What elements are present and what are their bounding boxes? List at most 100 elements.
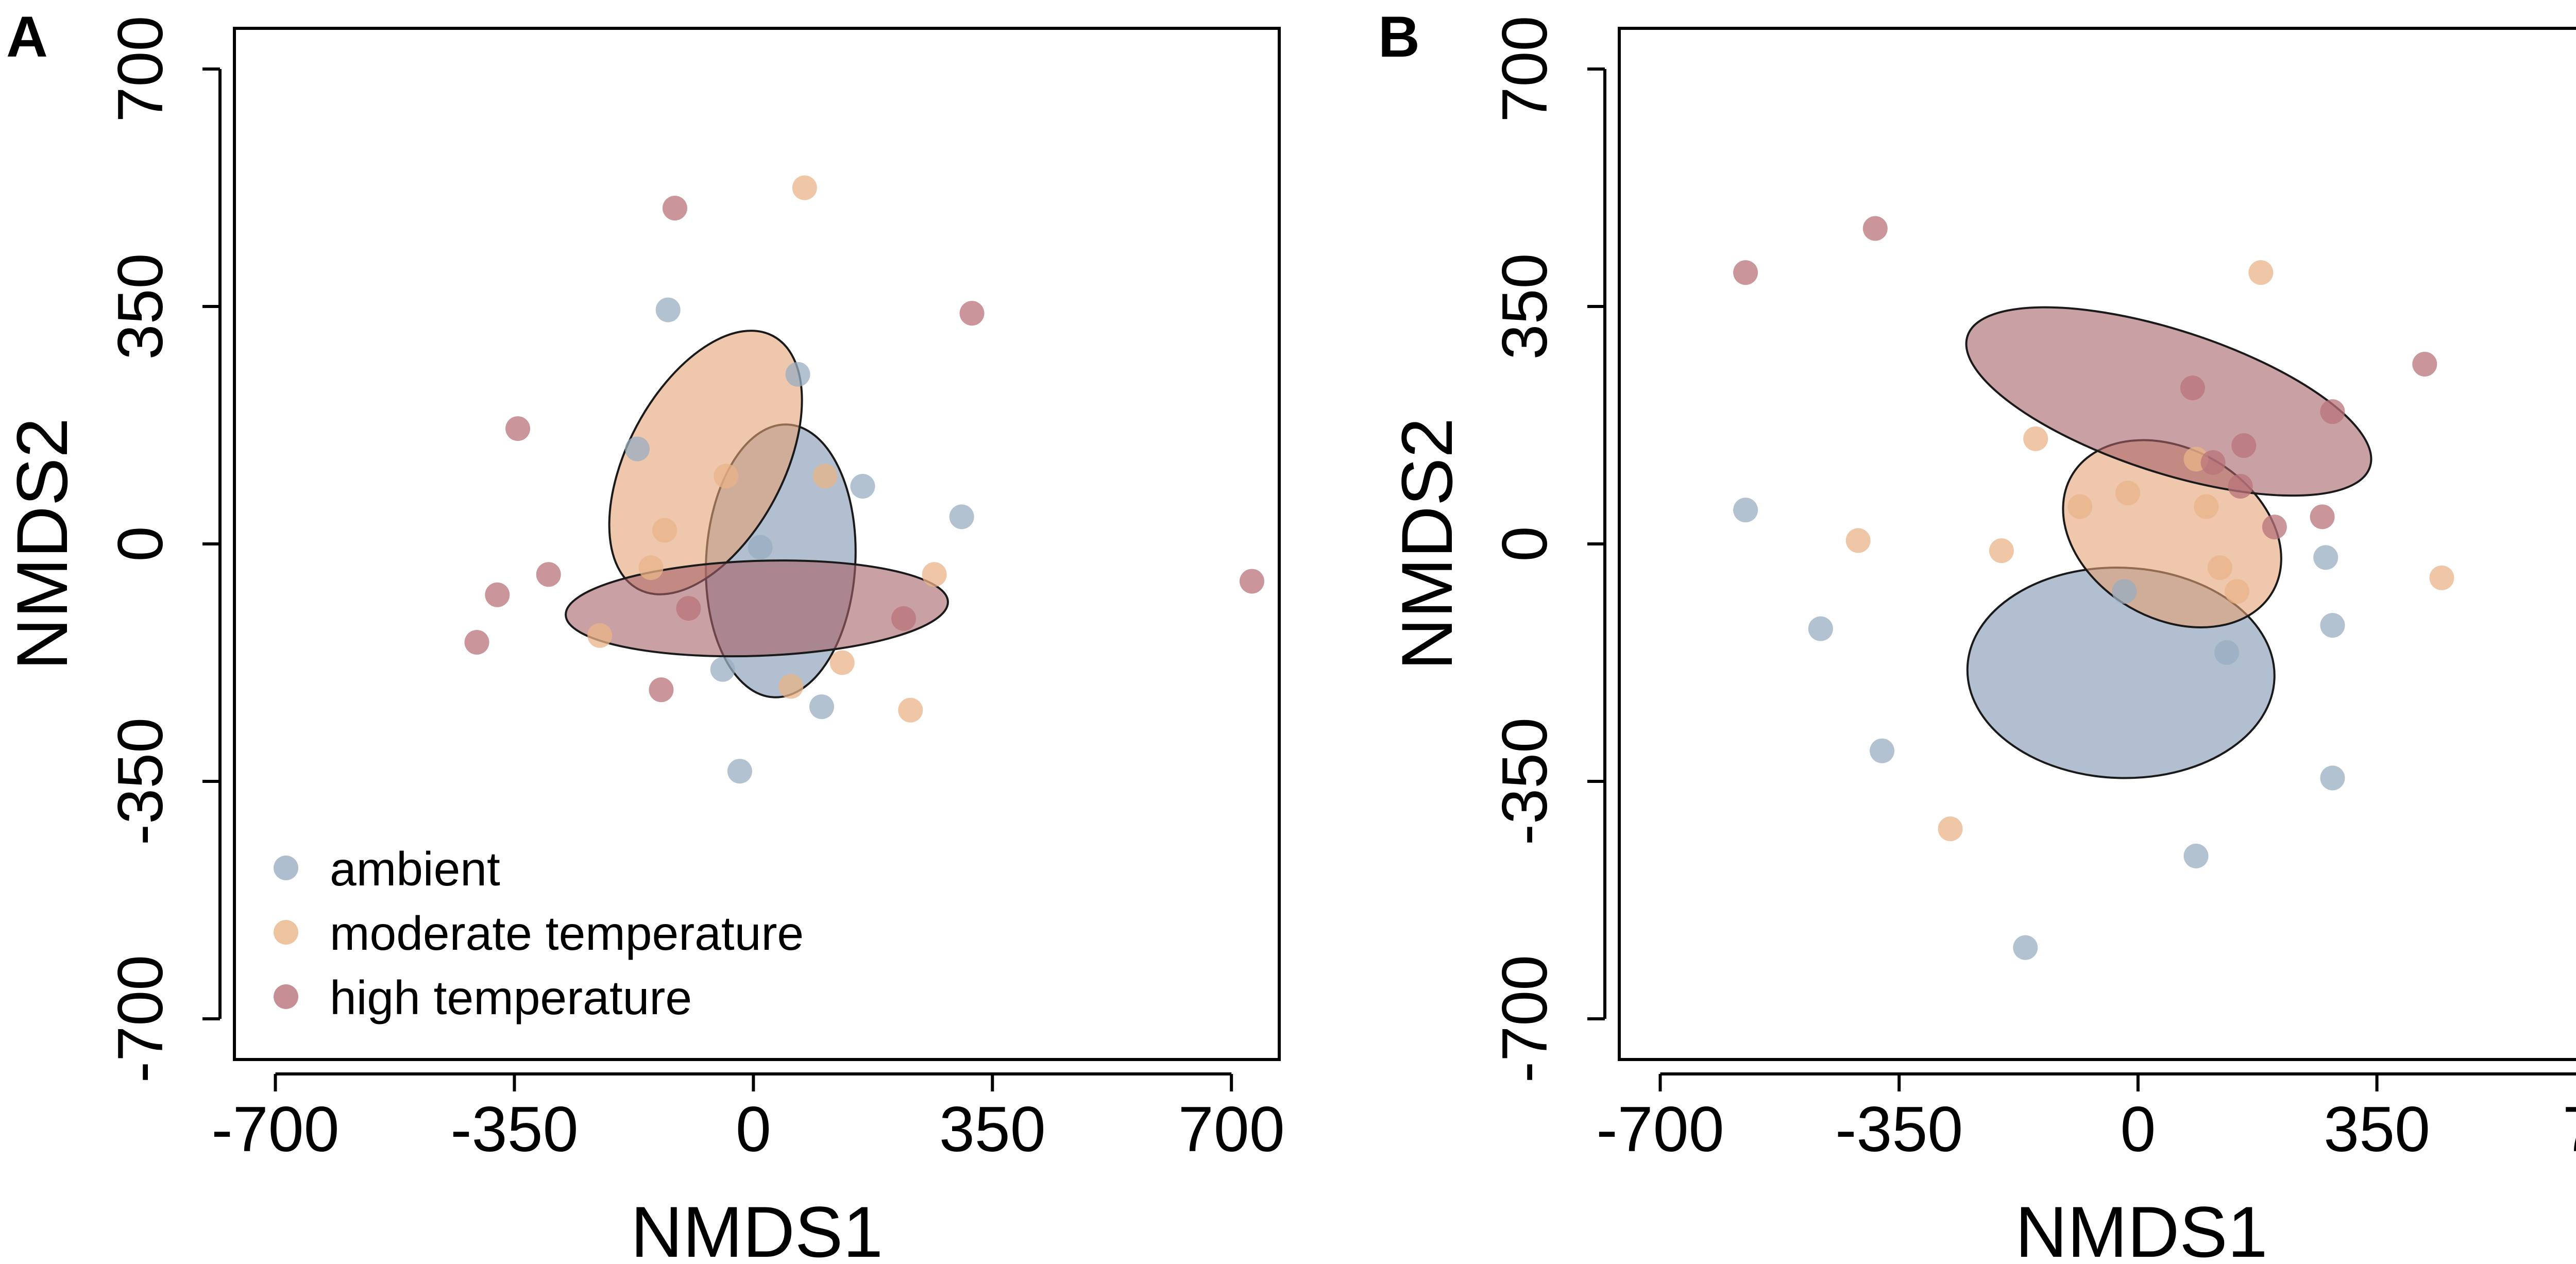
point-moderate-temperature (1938, 816, 1963, 842)
point-high-temperature (464, 629, 489, 655)
legend-label: high temperature (330, 971, 692, 1024)
point-moderate-temperature (778, 674, 804, 699)
point-moderate-temperature (2248, 260, 2274, 285)
point-moderate-temperature (714, 464, 739, 489)
point-ambient (1733, 498, 1758, 523)
x-tick-label: 350 (939, 1094, 1046, 1165)
point-ambient (850, 474, 875, 499)
point-ambient (655, 297, 681, 322)
point-ambient (949, 504, 974, 529)
point-moderate-temperature (829, 650, 855, 675)
point-moderate-temperature (2067, 494, 2093, 519)
panel-label: A (6, 5, 48, 69)
point-high-temperature (2310, 504, 2335, 529)
point-ambient (785, 362, 810, 387)
y-tick-label: -350 (105, 718, 176, 845)
y-tick-label: 350 (1489, 253, 1561, 360)
legend-label: ambient (330, 842, 500, 896)
legend-marker (274, 984, 298, 1009)
point-moderate-temperature (922, 562, 947, 587)
x-tick-label: -350 (1835, 1094, 1963, 1165)
x-tick-label: 0 (2120, 1094, 2156, 1165)
panel-a: -700 -350 0 350 700 -700 -350 0 350 700 NMDS1 NMDS2… (2, 5, 1285, 1264)
point-moderate-temperature (1989, 538, 2014, 563)
point-moderate-temperature (587, 623, 613, 648)
point-ambient (2013, 935, 2038, 960)
point-high-temperature (662, 196, 687, 221)
plot-frame (1618, 27, 2576, 1061)
point-moderate-temperature (898, 697, 923, 723)
point-high-temperature (2262, 515, 2287, 540)
point-high-temperature (485, 582, 510, 607)
point-moderate-temperature (2194, 494, 2219, 519)
x-tick-label: 700 (2563, 1094, 2576, 1165)
legend-label: moderate temperature (330, 907, 804, 960)
x-axis-title: NMDS1 (2015, 1191, 2267, 1264)
point-ambient (2183, 843, 2209, 868)
panel-b: -700 -350 0 350 700 -700 -350 0 350 700 NMDS1 NMDS2… (1378, 5, 2576, 1264)
point-moderate-temperature (812, 464, 838, 489)
point-ambient (1808, 616, 1833, 641)
y-tick-label: 350 (105, 253, 176, 360)
plot-frame (233, 27, 1281, 1061)
point-moderate-temperature (638, 555, 664, 580)
x-tick-label: -700 (1596, 1094, 1724, 1165)
point-ambient (2320, 765, 2345, 791)
y-axis-title: NMDS2 (2, 418, 82, 670)
y-tick-label: 0 (1489, 526, 1561, 562)
point-high-temperature (2228, 474, 2253, 499)
point-high-temperature (676, 596, 701, 621)
point-high-temperature (536, 562, 561, 587)
point-moderate-temperature (1845, 528, 1871, 553)
legend-marker (274, 856, 298, 880)
point-moderate-temperature (792, 175, 817, 200)
point-high-temperature (1239, 569, 1264, 594)
point-high-temperature (649, 677, 674, 703)
point-ambient (2214, 640, 2240, 665)
x-tick-label: -700 (211, 1094, 339, 1165)
point-moderate-temperature (2115, 481, 2141, 506)
point-moderate-temperature (652, 518, 677, 543)
point-ambient (710, 657, 735, 682)
x-tick-label: 0 (736, 1094, 771, 1165)
point-high-temperature (1862, 216, 1888, 241)
point-moderate-temperature (2207, 555, 2232, 580)
point-high-temperature (891, 606, 916, 631)
point-ambient (1870, 738, 1895, 763)
y-tick-label: -350 (1489, 718, 1561, 845)
point-high-temperature (2231, 433, 2257, 458)
point-moderate-temperature (2224, 579, 2249, 604)
y-axis-title: NMDS2 (1386, 418, 1467, 670)
legend-marker (274, 920, 298, 945)
point-ambient (625, 436, 650, 462)
point-ambient (809, 694, 834, 720)
point-ambient (2320, 613, 2345, 638)
point-ambient (727, 759, 752, 784)
y-tick-label: 700 (1489, 16, 1561, 123)
panel-label: B (1378, 5, 1420, 69)
x-tick-label: 350 (2324, 1094, 2430, 1165)
point-moderate-temperature (2023, 426, 2048, 451)
point-high-temperature (959, 301, 985, 326)
y-tick-label: 0 (105, 526, 176, 562)
point-high-temperature (2412, 351, 2437, 377)
ellipse-high-temperature (565, 559, 949, 658)
point-high-temperature (2320, 399, 2345, 424)
legend: ambient moderate temperature high temperat… (274, 842, 804, 1024)
x-tick-label: 700 (1178, 1094, 1285, 1165)
point-high-temperature (2200, 450, 2226, 475)
point-high-temperature (2180, 375, 2205, 401)
point-ambient (748, 535, 773, 560)
x-axis-title: NMDS1 (631, 1191, 883, 1264)
y-tick-label: 700 (105, 16, 176, 123)
point-ambient (2112, 579, 2137, 604)
x-tick-label: -350 (450, 1094, 578, 1165)
ellipse-high-temperature (1965, 306, 2372, 497)
point-ambient (2313, 545, 2338, 570)
point-high-temperature (505, 416, 531, 441)
point-moderate-temperature (2429, 565, 2454, 590)
point-high-temperature (1733, 260, 1758, 285)
y-tick-label: -700 (105, 955, 176, 1083)
y-tick-label: -700 (1489, 955, 1561, 1083)
